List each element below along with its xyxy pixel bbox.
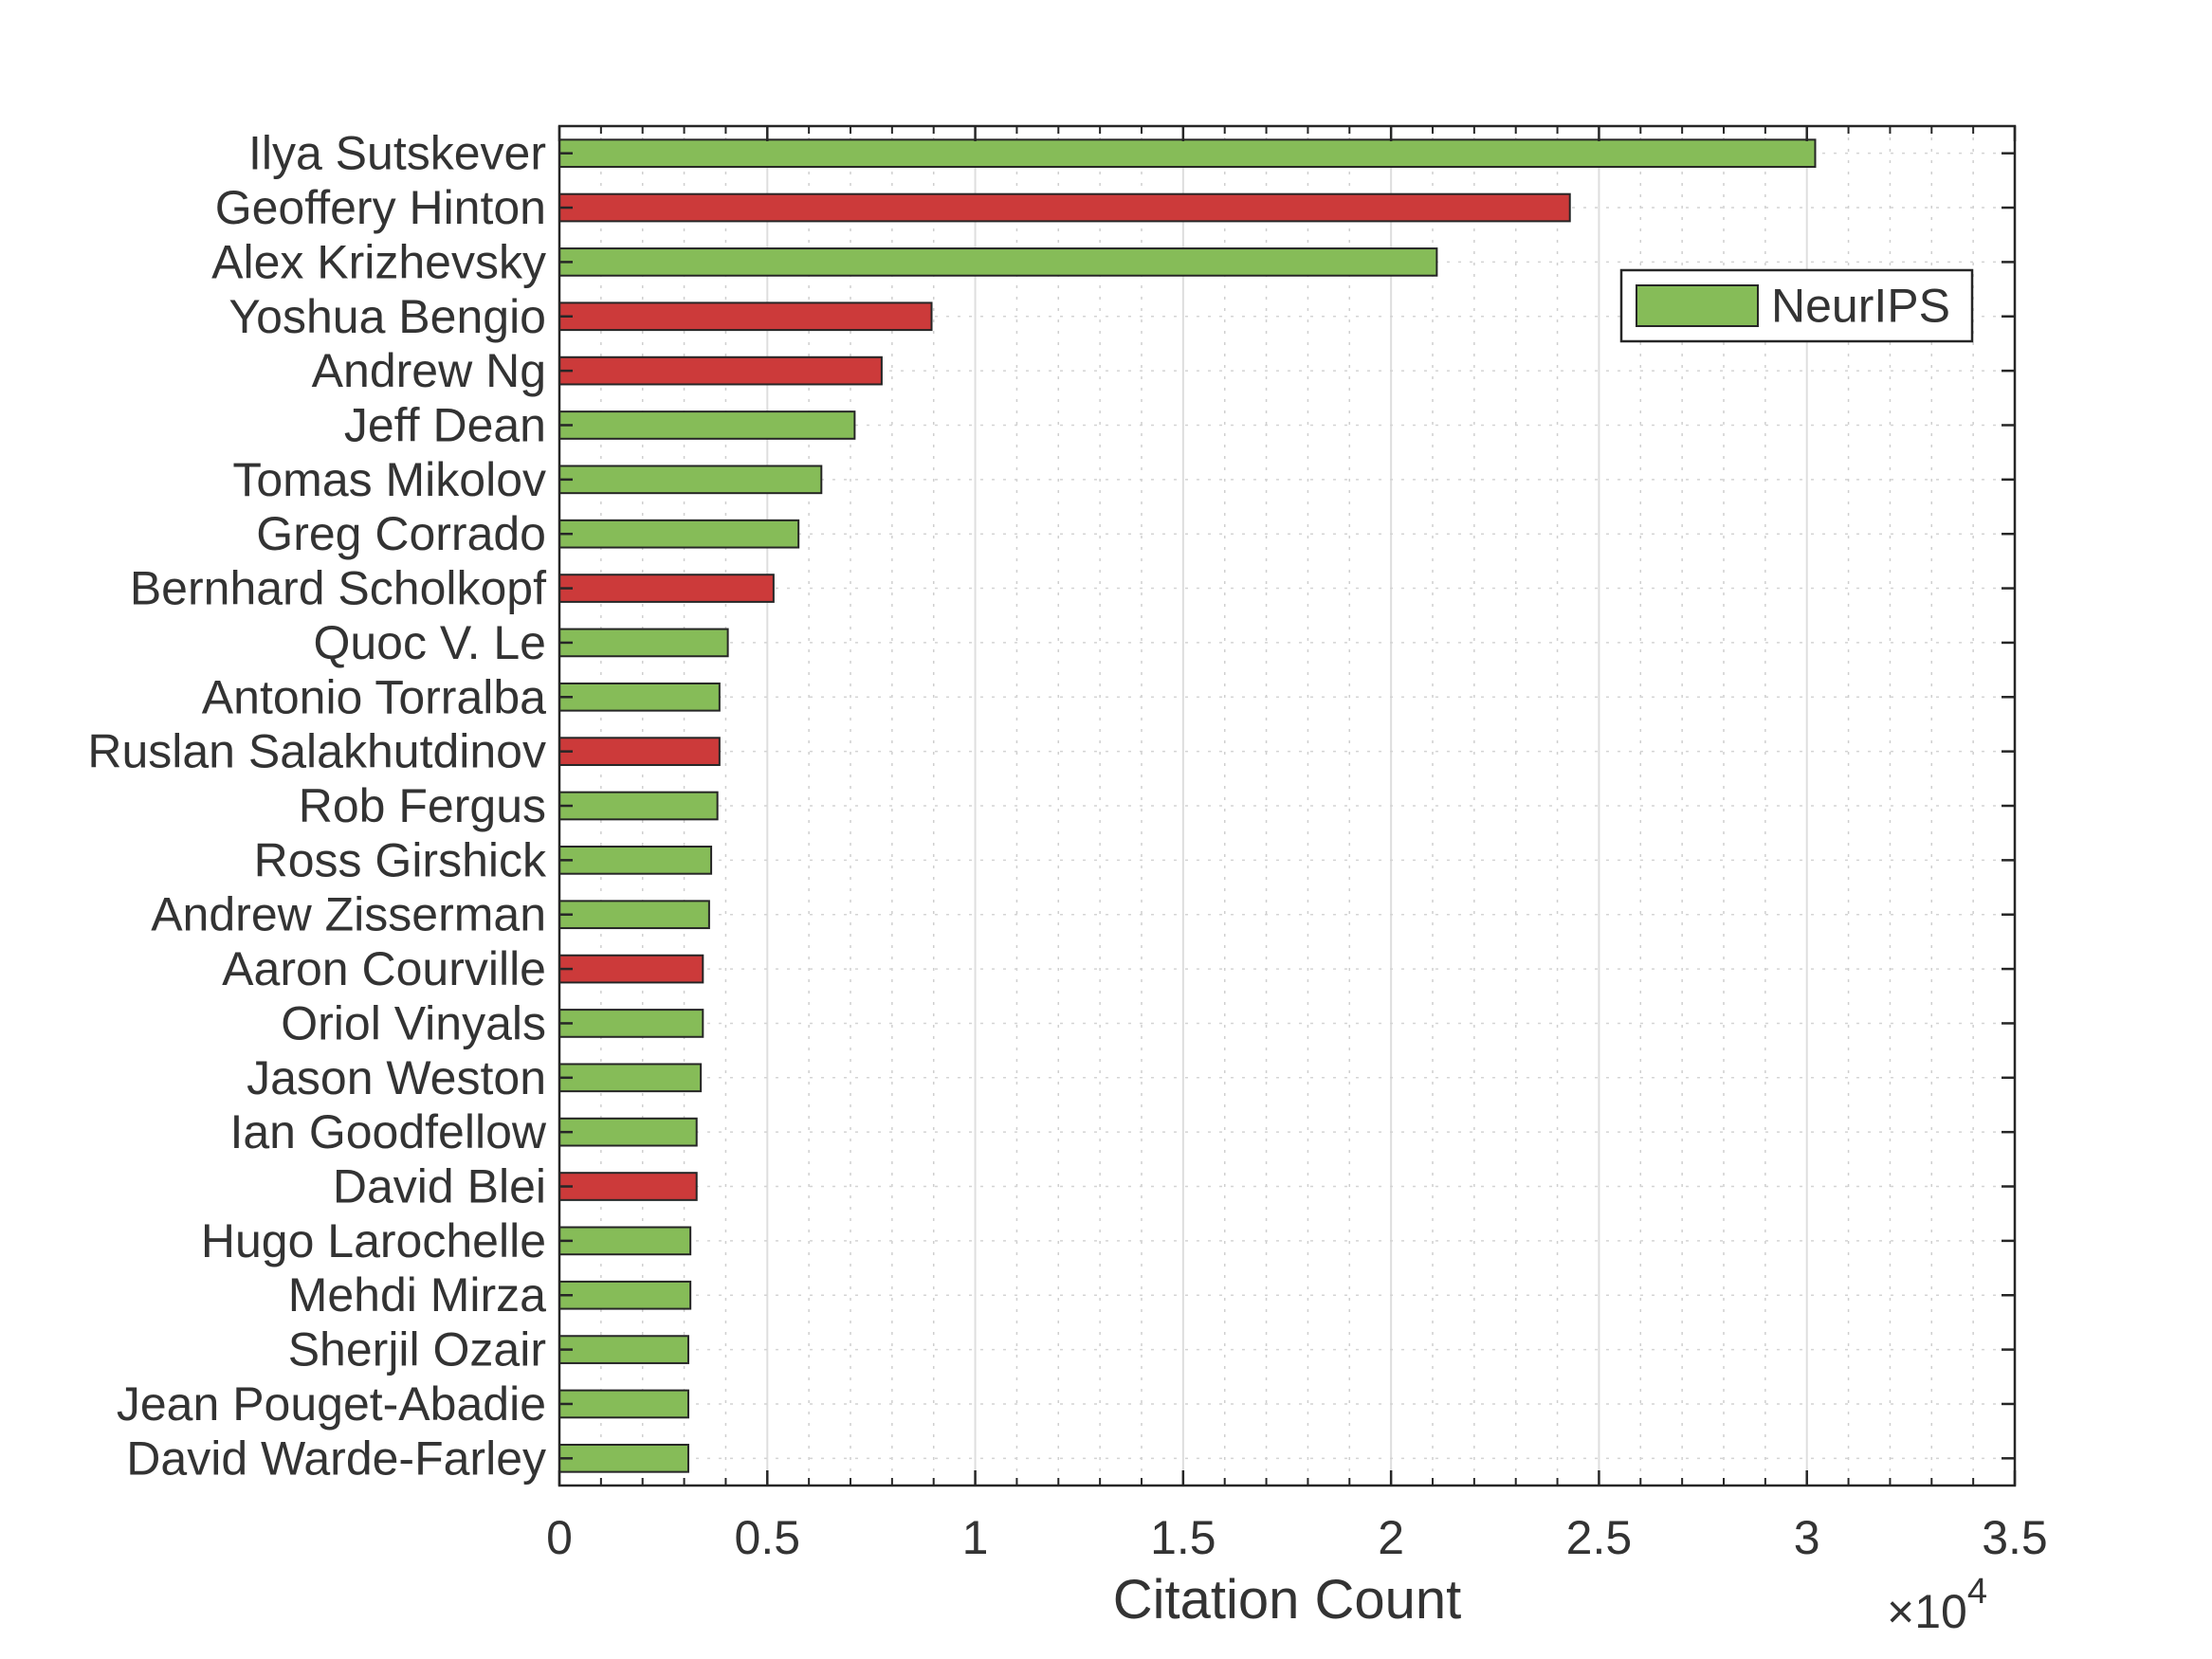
y-category-label: Tomas Mikolov	[232, 453, 546, 506]
bar	[558, 1009, 704, 1038]
y-category-label: David Blei	[333, 1160, 546, 1213]
y-category-label: Ian Goodfellow	[229, 1105, 546, 1158]
bar	[558, 1117, 698, 1147]
bar	[558, 138, 1817, 169]
bar	[558, 247, 1438, 277]
bar	[558, 1443, 689, 1473]
axis-ticks	[558, 126, 2017, 1486]
bar	[558, 954, 704, 984]
bar	[558, 737, 721, 766]
y-category-label: Ilya Sutskever	[248, 127, 546, 180]
grid-lines	[558, 126, 2016, 1486]
bar	[558, 465, 823, 495]
y-category-label: Bernhard Scholkopf	[130, 562, 546, 615]
bar	[558, 846, 713, 875]
bar	[558, 356, 883, 386]
y-category-label: Quoc V. Le	[313, 616, 546, 669]
x-axis-title: Citation Count	[1113, 1569, 1462, 1631]
x-tick-label: 2	[1378, 1511, 1404, 1564]
bar	[558, 1280, 692, 1310]
bar	[558, 791, 719, 821]
legend-swatch-neurips	[1636, 284, 1759, 327]
y-category-label: David Warde-Farley	[126, 1431, 546, 1485]
y-category-label: Greg Corrado	[256, 507, 546, 560]
bar	[558, 301, 933, 332]
bar	[558, 682, 721, 712]
x-tick-label: 2.5	[1566, 1511, 1633, 1564]
y-category-label: Alex Krizhevsky	[211, 235, 546, 288]
y-category-label: Jason Weston	[247, 1051, 546, 1104]
x-tick-label: 0.5	[735, 1511, 801, 1564]
bar	[558, 900, 710, 930]
x-tick-label: 3.5	[1982, 1511, 2048, 1564]
y-category-label: Oriol Vinyals	[281, 996, 546, 1049]
bar	[558, 1226, 692, 1256]
y-category-label: Yoshua Bengio	[229, 290, 546, 343]
bar	[558, 410, 856, 440]
y-category-label: Mehdi Mirza	[288, 1268, 546, 1322]
bar	[558, 1389, 689, 1419]
bar	[558, 1063, 703, 1093]
bar	[558, 519, 800, 549]
y-category-label: Antonio Torralba	[202, 670, 546, 723]
x-tick-label: 3	[1794, 1511, 1820, 1564]
y-category-label: Geoffery Hinton	[215, 181, 546, 234]
y-category-label: Andrew Ng	[312, 344, 546, 397]
bar	[558, 192, 1571, 223]
y-category-label: Jeff Dean	[344, 398, 546, 451]
y-category-label: Hugo Larochelle	[201, 1214, 546, 1267]
y-category-label: Rob Fergus	[299, 779, 546, 832]
bar	[558, 574, 775, 603]
exponent-power: 4	[1967, 1572, 1987, 1612]
x-tick-label: 1	[962, 1511, 989, 1564]
y-category-label: Ruslan Salakhutdinov	[87, 725, 546, 778]
bar	[558, 1335, 689, 1364]
y-category-label: Ross Girshick	[254, 833, 547, 886]
y-category-label: Sherjil Ozair	[288, 1323, 546, 1376]
exponent-base: ×10	[1887, 1585, 1967, 1638]
x-tick-label: 1.5	[1150, 1511, 1216, 1564]
legend: NeurIPS	[1619, 268, 1974, 343]
y-category-label: Jean Pouget-Abadie	[117, 1377, 546, 1431]
legend-label-neurips: NeurIPS	[1771, 280, 1950, 333]
y-category-label: Aaron Courville	[222, 942, 546, 995]
y-category-label: Andrew Zisserman	[151, 888, 546, 941]
x-tick-label: 0	[546, 1511, 573, 1564]
x-axis-tick-labels: 0 0.5 1 1.5 2 2.5 3 3.5	[546, 1511, 2048, 1564]
x-axis-exponent-label: ×104	[1887, 1572, 1987, 1638]
bar	[558, 1172, 698, 1201]
bar	[558, 628, 729, 658]
